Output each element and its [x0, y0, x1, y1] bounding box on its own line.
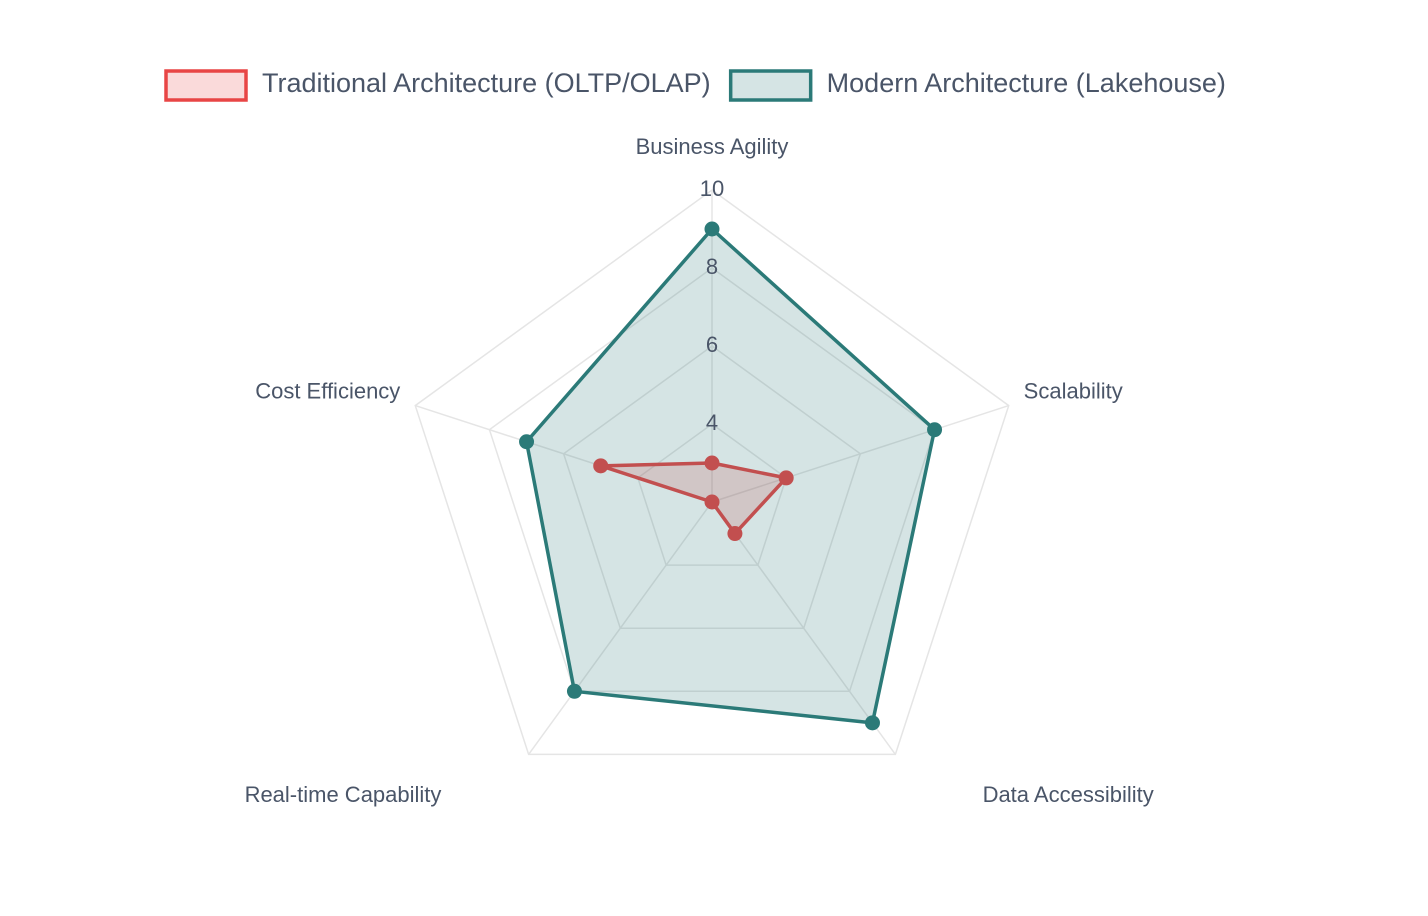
category-label: Cost Efficiency: [255, 378, 400, 403]
data-point: [727, 526, 743, 542]
series-area: [524, 227, 937, 725]
data-point: [566, 683, 582, 699]
radial-tick-label: 6: [706, 332, 718, 357]
category-label: Real-time Capability: [245, 782, 442, 807]
category-label: Data Accessibility: [983, 782, 1154, 807]
legend-label: Traditional Architecture (OLTP/OLAP): [262, 68, 711, 98]
grid-polygon: [488, 267, 936, 693]
category-label: Scalability: [1024, 378, 1123, 403]
series-area: [598, 461, 788, 536]
legend: Traditional Architecture (OLTP/OLAP) Mode…: [164, 68, 1226, 102]
spoke: [711, 404, 1009, 503]
legend-swatch: [728, 69, 813, 102]
data-point: [927, 422, 943, 438]
spoke: [528, 501, 713, 755]
spoke: [711, 501, 896, 755]
legend-swatch: [164, 69, 248, 102]
grid-polygon: [636, 423, 788, 566]
data-point: [704, 455, 720, 471]
data-point: [593, 458, 609, 474]
data-point: [778, 470, 794, 486]
legend-item[interactable]: Modern Architecture (Lakehouse): [728, 68, 1226, 102]
radial-tick-label: 8: [706, 254, 718, 279]
category-label: Business Agility: [636, 134, 789, 159]
radial-tick-label: 10: [700, 176, 724, 201]
data-point: [864, 715, 880, 731]
data-point: [704, 221, 720, 237]
legend-label: Modern Architecture (Lakehouse): [827, 68, 1226, 98]
data-point: [704, 494, 720, 510]
grid-polygon: [562, 345, 862, 629]
legend-item[interactable]: Traditional Architecture (OLTP/OLAP): [164, 68, 711, 102]
data-point: [519, 434, 535, 450]
grid-polygon: [414, 189, 1010, 756]
radial-tick-label: 4: [706, 410, 718, 435]
